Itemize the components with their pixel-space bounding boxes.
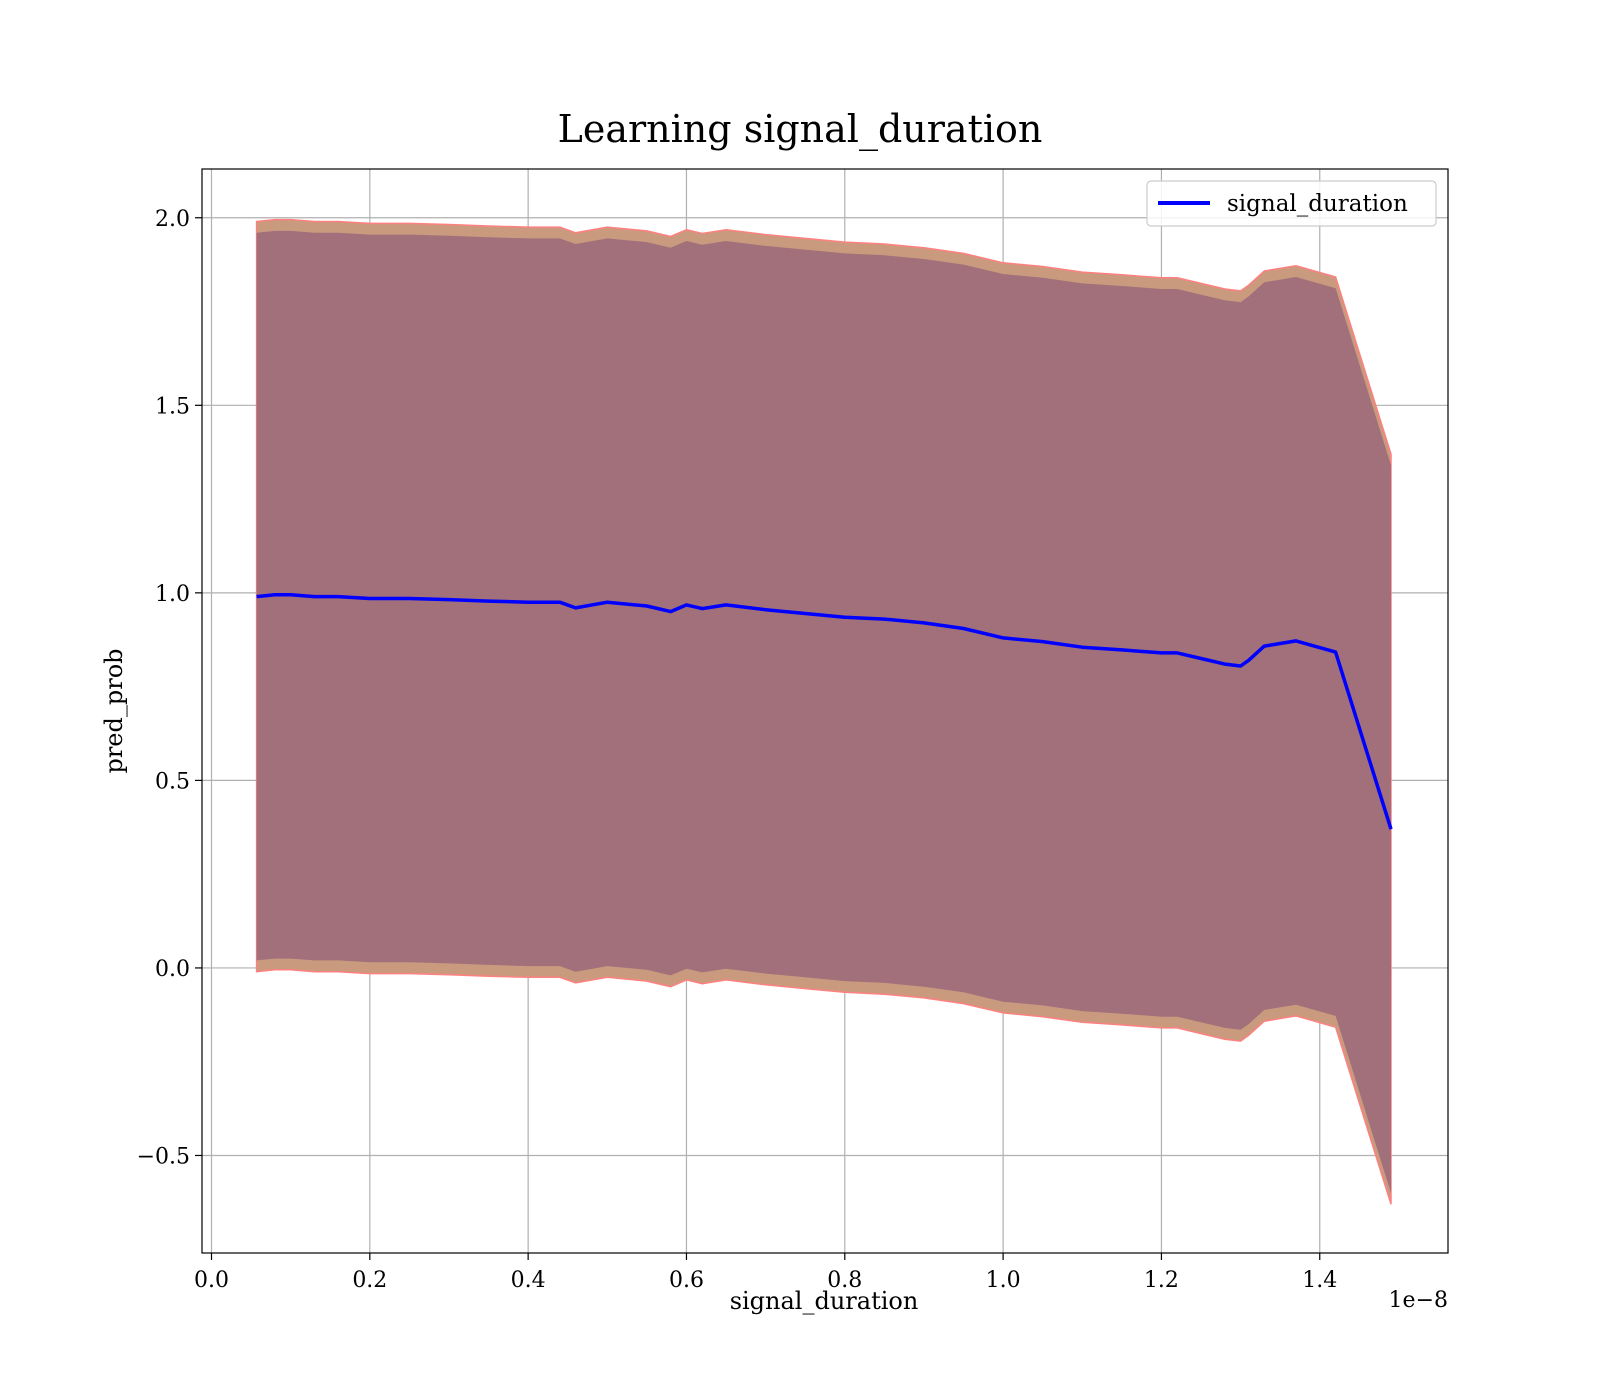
y-tick-label: −0.5	[137, 1144, 190, 1169]
plot-area-frame	[201, 168, 1449, 1254]
inner-confidence-band	[256, 230, 1392, 1193]
x-tick-label: 0.8	[827, 1268, 862, 1293]
x-tick-label: 1.4	[1302, 1268, 1337, 1293]
legend-label: signal_duration	[1227, 191, 1408, 217]
series-line	[256, 592, 1393, 830]
series-lines	[256, 592, 1393, 830]
x-tick-label: 0.2	[352, 1268, 387, 1293]
y-tick-label: 1.5	[155, 394, 190, 419]
chart-title: Learning signal_duration	[558, 107, 1043, 152]
legend-box	[1146, 180, 1437, 227]
x-axis-label: signal_duration	[730, 1287, 919, 1315]
y-tick-label: 1.0	[155, 582, 190, 607]
x-tick-label: 0.0	[194, 1268, 229, 1293]
legend: signal_duration	[1146, 180, 1437, 227]
x-tick-label: 0.4	[511, 1268, 546, 1293]
x-tick-label: 0.6	[669, 1268, 704, 1293]
y-axis-ticks: −0.5 0.0 0.5 1.0 1.5 2.0	[137, 207, 202, 1169]
x-tick-label: 1.0	[986, 1268, 1021, 1293]
y-axis-label: pred_prob	[100, 648, 128, 773]
x-axis-ticks: 0.0 0.2 0.4 0.6 0.8 1.0 1.2 1.4	[194, 1253, 1337, 1293]
x-axis-offset-label: 1e−8	[1389, 1288, 1448, 1313]
x-tick-label: 1.2	[1144, 1268, 1179, 1293]
confidence-bands	[255, 218, 1392, 1205]
y-tick-label: 2.0	[155, 207, 190, 232]
y-tick-label: 0.5	[155, 769, 190, 794]
y-tick-label: 0.0	[155, 957, 190, 982]
